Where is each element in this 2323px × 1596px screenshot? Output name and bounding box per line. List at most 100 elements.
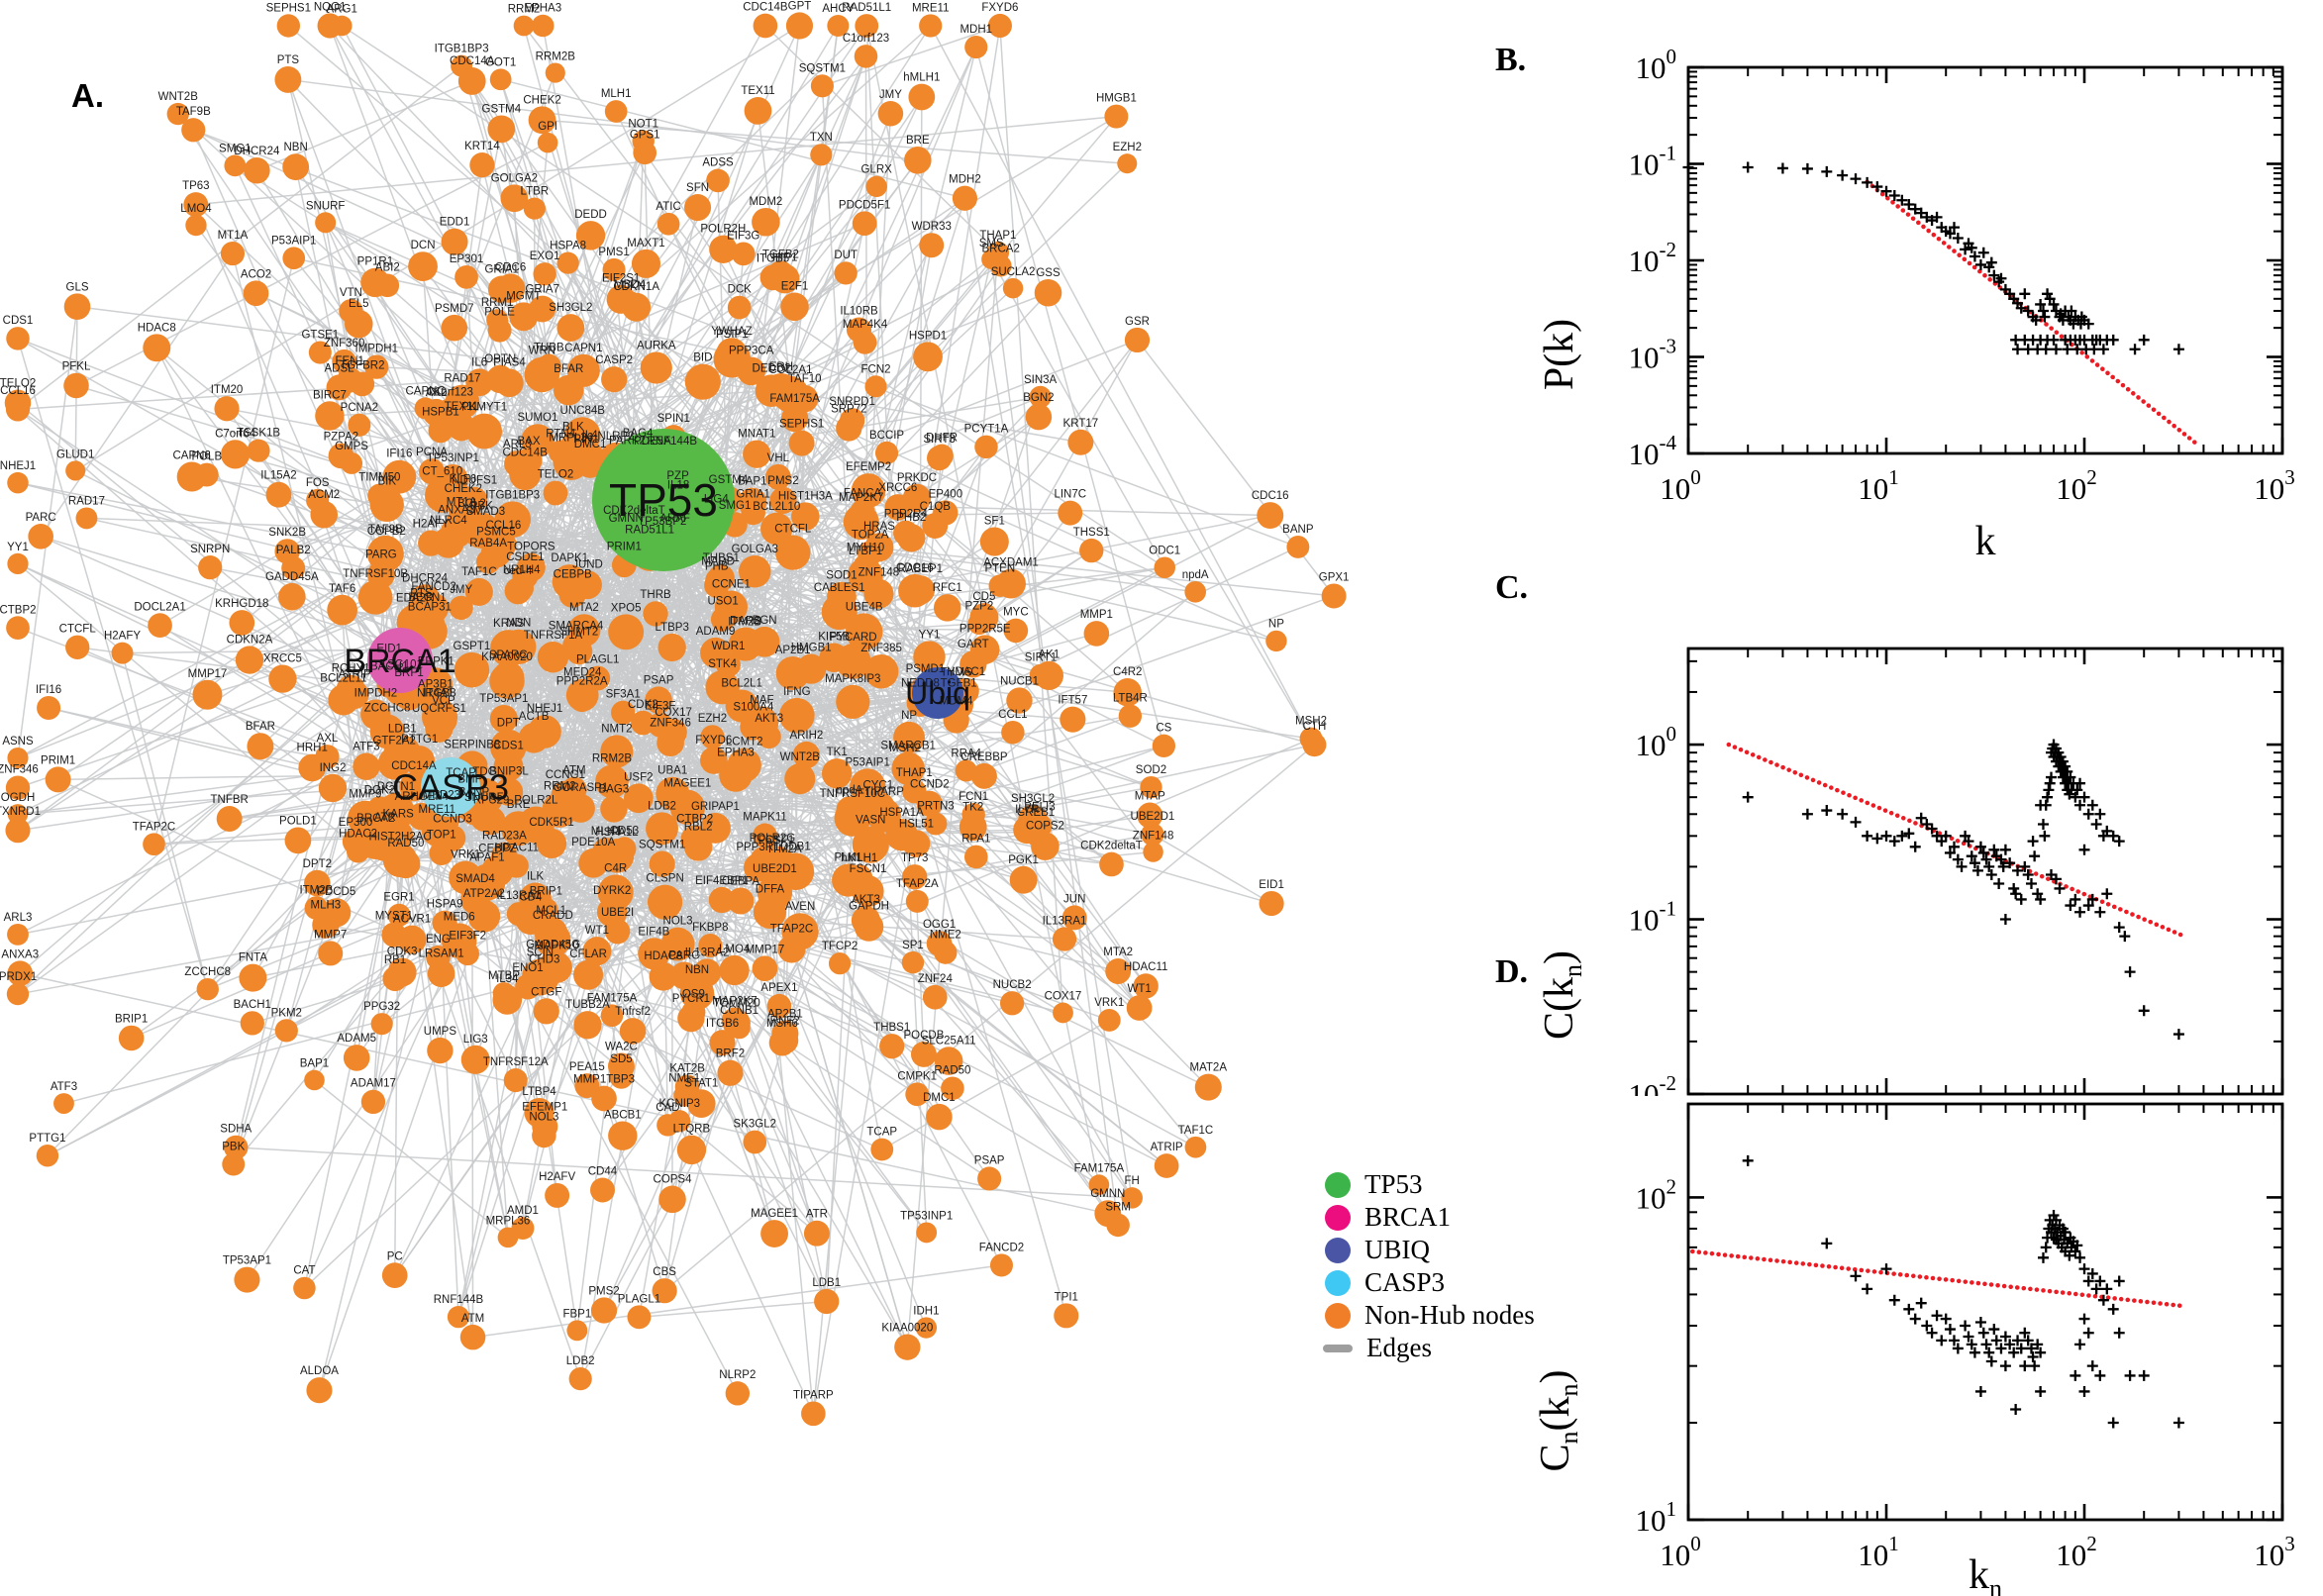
network-node [595,764,629,799]
network-node-label: COX17 [655,707,692,719]
network-node [852,875,884,908]
network-node [725,1381,751,1406]
network-node [852,211,877,237]
network-node [710,607,736,632]
network-node [247,439,270,462]
network-node [65,460,86,481]
network-node [509,302,539,332]
network-node [375,273,400,298]
network-node [582,937,612,966]
network-node-label: MTA2 [569,602,599,614]
network-node [293,1276,316,1300]
network-node [543,480,568,506]
network-node [7,552,29,575]
network-node [274,65,302,93]
network-node [6,327,30,350]
network-edge [589,197,965,456]
network-node-label: FANCA [844,487,882,499]
network-node-label: PRKDC [897,472,937,484]
network-node [460,1045,490,1074]
network-node [852,826,889,863]
network-node-label: AXL [317,733,339,745]
network-node-label: ENO1 [512,962,543,974]
network-node-label: SCIN [527,948,554,959]
network-node-label: JMY [450,584,472,596]
network-node-label: TCAP [866,1127,897,1139]
network-node-label: DHCR24 [234,146,280,157]
network-node-label: GPT [788,0,812,12]
network-node-label: C4R [604,862,627,874]
nonhub-node-swatch-icon [1325,1302,1351,1329]
network-node-label: IDH1 [913,1305,939,1317]
network-node-label: CD53 [610,825,639,837]
network-node [1121,1187,1143,1209]
network-node [304,1069,325,1091]
x-tick-label: 103 [2254,1532,2295,1572]
network-node [515,448,543,474]
network-node [708,886,736,914]
network-node-label: HIP1 [772,252,798,264]
network-node-label: SNRPD1 [829,396,875,408]
network-node [426,945,451,970]
network-node-label: THSS1 [1073,527,1110,539]
network-node-label: ITGB6 [706,1018,739,1030]
network-node-label: AP3B1 [418,678,454,690]
network-node [926,1103,953,1131]
network-node-label: TUBB [534,343,564,354]
network-node-label: ZCCHC8 [184,966,231,978]
network-edge [702,381,939,694]
network-node-label: SIRT1 [1025,652,1057,664]
network-node-label: SQSTM1 [639,840,685,851]
network-node-label: OGG1 [923,919,956,931]
network-node [608,1121,638,1150]
network-node-label: KRHGD18 [215,598,268,610]
network-node-label: ITM2B [728,616,761,628]
network-node [904,147,932,174]
network-node-label: TP53AP1 [479,693,528,705]
network-node [198,555,223,580]
network-node-label: GSS [1036,267,1060,279]
network-node-label: ZNF24 [918,973,954,985]
network-node-label: RRM2 [544,780,576,792]
network-node-label: CTCFL [59,624,97,636]
network-node-label: BACH1 [234,999,271,1011]
network-node-label: LIG4 [704,494,730,506]
hub-label-brca1: BRCA1 [344,643,455,680]
network-node-label: ATF3 [50,1081,77,1093]
network-node [788,430,815,456]
network-node [118,1025,145,1051]
network-node-label: CCL16 [0,385,36,397]
network-edge [852,339,1139,703]
network-node-label: GPI [538,121,557,133]
network-node [224,154,247,177]
network-node-label: EIF3F2 [449,931,486,943]
network-node-label: NOT1 [628,118,658,130]
network-node [901,950,925,974]
network-edge [484,264,1002,534]
network-edge [303,692,939,1289]
network-node-label: BMF [457,773,481,785]
network-node [1143,842,1163,862]
network-node-label: PSAP [974,1154,1005,1166]
network-node-label: FH [1125,1175,1140,1187]
network-node [1104,104,1129,129]
network-node-label: TP63 [182,180,210,192]
network-node-label: PTTG1 [401,734,438,746]
network-node-label: USF2 [624,771,653,783]
network-node-label: CREB1 [1017,807,1055,819]
network-node [673,1084,696,1107]
network-node-label: NP [1268,619,1284,631]
network-node-label: BIK [377,476,396,488]
network-node [7,923,29,946]
legend-item-nonhub: Non-Hub nodes [1325,1299,1535,1332]
network-node [399,771,429,802]
legend-label: BRCA1 [1364,1202,1452,1232]
network-node-label: TELO2 [0,378,36,390]
y-tick-label: 10-1 [1629,897,1677,938]
network-node-label: MDM2 [749,196,782,208]
legend-item-tp53: TP53 [1325,1168,1535,1201]
network-node [608,614,645,650]
network-node-label: BAP1 [738,476,766,488]
network-node [893,520,919,547]
network-node [930,444,954,467]
